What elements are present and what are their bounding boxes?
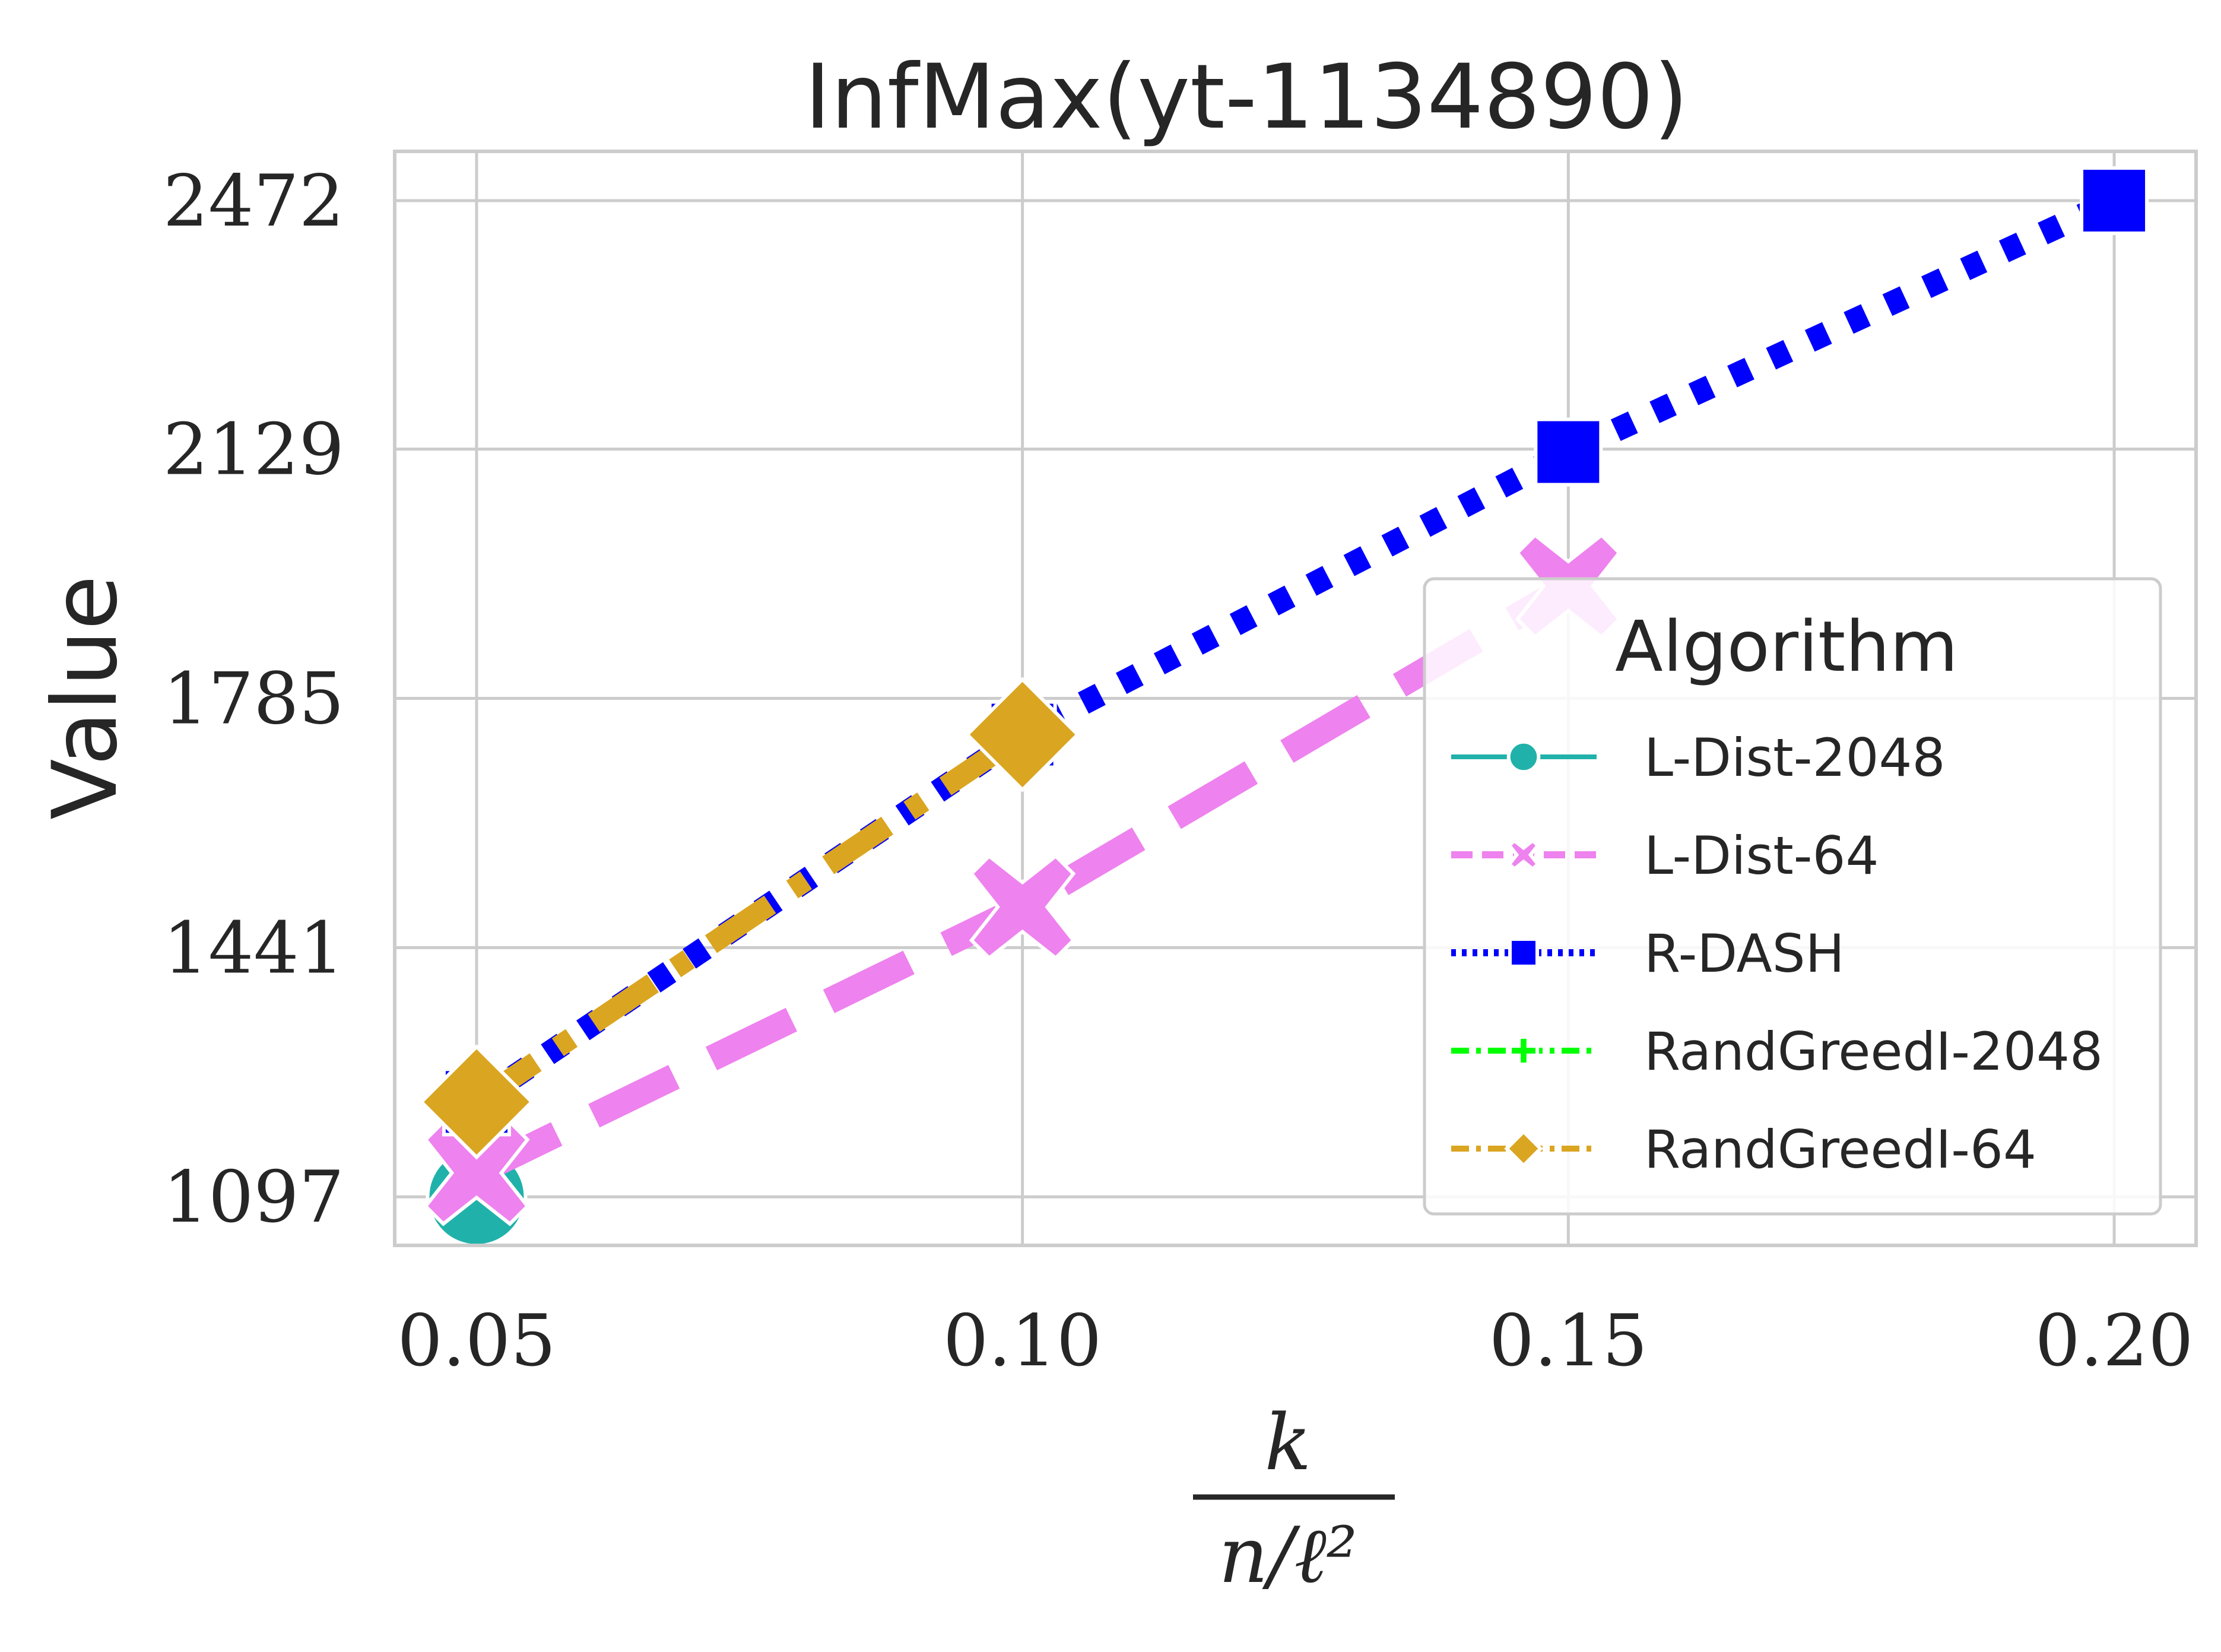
series-randgreedi-64 xyxy=(418,677,1080,1160)
chart-title: InfMax(yt-1134890) xyxy=(804,46,1688,149)
legend-label: L-Dist-64 xyxy=(1644,825,1879,886)
x-label-numerator: k xyxy=(1265,1397,1312,1488)
data-point xyxy=(2080,166,2149,235)
x-axis-label: k n/ℓ² xyxy=(1193,1397,1395,1600)
data-point xyxy=(964,677,1080,792)
data-point xyxy=(969,854,1076,960)
x-tick-label: 0.20 xyxy=(2035,1300,2193,1383)
y-tick-label: 1097 xyxy=(163,1156,344,1239)
legend-title: Algorithm xyxy=(1615,605,1958,687)
legend-marker xyxy=(1508,937,1539,968)
legend-marker xyxy=(1508,1035,1539,1066)
legend-label: L-Dist-2048 xyxy=(1644,727,1946,788)
plot-frame xyxy=(393,150,2198,1247)
y-tick-label: 1441 xyxy=(163,907,344,990)
legend-label: RandGreedI-2048 xyxy=(1644,1021,2103,1082)
legend-item: L-Dist-64 xyxy=(1451,825,1879,886)
x-tick-label: 0.10 xyxy=(943,1300,1102,1383)
series-line xyxy=(470,725,1029,1111)
y-tick-label: 1785 xyxy=(163,658,344,741)
legend-item: L-Dist-2048 xyxy=(1451,727,1946,788)
y-tick-label: 2129 xyxy=(163,409,344,492)
legend-marker xyxy=(1507,838,1540,871)
legend-marker xyxy=(1504,1129,1543,1168)
y-axis-label: Value xyxy=(34,575,137,820)
legend-item: RandGreedI-64 xyxy=(1451,1119,2036,1180)
legend-box xyxy=(1423,577,2162,1216)
x-label-denominator: n/ℓ² xyxy=(1219,1510,1357,1600)
y-tick-label: 2472 xyxy=(163,160,344,243)
legend-item: R-DASH xyxy=(1451,923,1845,984)
legend-label: R-DASH xyxy=(1644,923,1845,984)
x-tick-label: 0.15 xyxy=(1489,1300,1648,1383)
data-point xyxy=(418,1044,535,1160)
legend-marker xyxy=(1506,740,1541,774)
legend: Algorithm L-Dist-2048 L-Dist-64 R-DASH RandG… xyxy=(1423,577,2162,1216)
legend-label: RandGreedI-64 xyxy=(1644,1119,2036,1180)
data-point xyxy=(1534,417,1603,487)
x-tick-label: 0.05 xyxy=(397,1300,556,1383)
legend-item: RandGreedI-2048 xyxy=(1451,1021,2103,1082)
